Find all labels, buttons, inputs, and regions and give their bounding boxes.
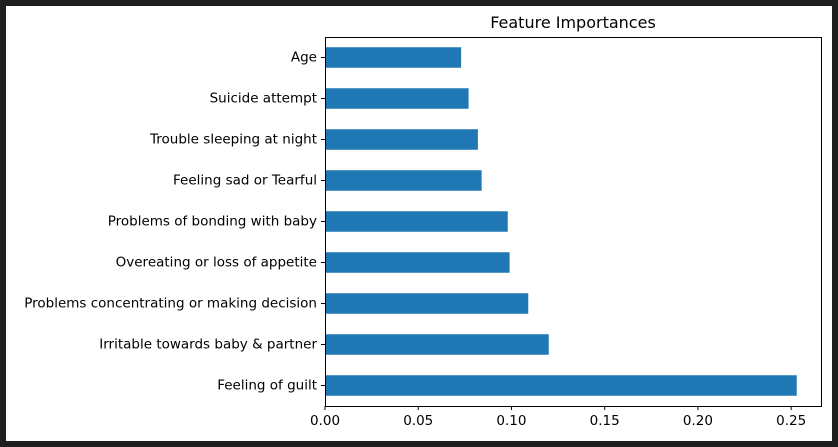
x-axis: 0.00 0.05 0.10 0.15 0.20 0.25 (310, 406, 806, 429)
bar-2 (325, 129, 478, 150)
plot-frame (325, 37, 822, 407)
bar-6 (325, 293, 529, 314)
x-tick-label-0: 0.00 (310, 413, 340, 429)
bars-layer (325, 47, 797, 396)
y-tick-label-5: Overeating or loss of appetite (116, 255, 317, 271)
bar-0 (325, 47, 462, 68)
feature-importance-chart: Feature Importances Age Suicide attempt Tr… (24, 13, 822, 429)
y-tick-label-7: Irritable towards baby & partner (99, 337, 317, 353)
y-tick-label-3: Feeling sad or Tearful (173, 173, 317, 189)
bar-4 (325, 211, 508, 232)
bar-7 (325, 334, 549, 355)
y-tick-label-8: Feeling of guilt (217, 378, 317, 394)
x-tick-label-2: 0.10 (496, 413, 526, 429)
y-tick-label-6: Problems concentrating or making decisio… (24, 296, 317, 312)
y-tick-label-0: Age (291, 50, 317, 66)
x-tick-label-5: 0.25 (776, 413, 806, 429)
bar-5 (325, 252, 510, 273)
bar-3 (325, 170, 482, 191)
y-tick-label-1: Suicide attempt (210, 91, 317, 107)
bar-1 (325, 88, 469, 109)
y-tick-label-4: Problems of bonding with baby (108, 214, 317, 230)
x-tick-label-1: 0.05 (403, 413, 433, 429)
x-tick-label-3: 0.15 (590, 413, 620, 429)
x-tick-label-4: 0.20 (683, 413, 713, 429)
y-tick-label-2: Trouble sleeping at night (149, 132, 317, 148)
chart-title: Feature Importances (490, 13, 656, 32)
y-axis: Age Suicide attempt Trouble sleeping at ni… (24, 50, 325, 394)
bar-8 (325, 375, 797, 396)
chart-figure: Feature Importances Age Suicide attempt Tr… (6, 6, 832, 441)
